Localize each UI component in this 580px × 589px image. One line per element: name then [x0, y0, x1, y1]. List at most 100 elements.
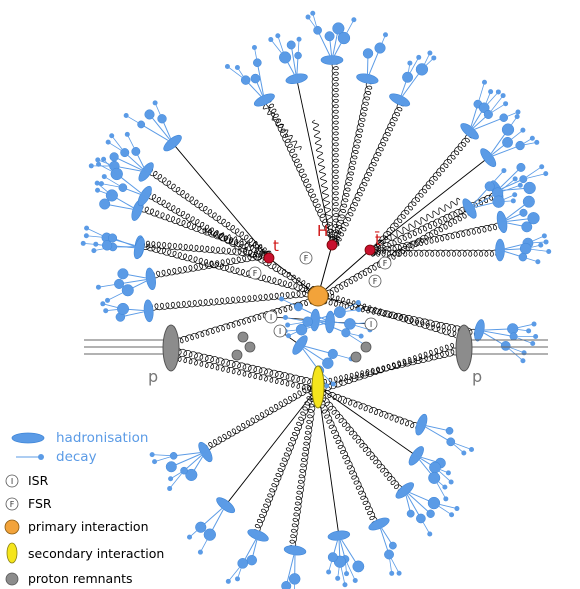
decay-line: [254, 47, 258, 63]
decay-dot-icon: [521, 350, 527, 356]
gluon-line: [331, 78, 374, 246]
decay-dot-icon: [488, 89, 494, 95]
decay-dot-icon: [520, 358, 526, 364]
decay-dot-icon: [285, 333, 291, 339]
decay-dot-icon: [517, 182, 523, 188]
hadron-dot-icon: [144, 109, 155, 120]
decay-line: [522, 256, 538, 263]
decay-dot-icon: [310, 10, 316, 16]
legend-item-decay: decay: [16, 449, 97, 465]
decay-dot-icon: [529, 135, 535, 141]
gluon-line: [148, 289, 319, 312]
decay-line: [388, 554, 400, 574]
quark-line: [369, 157, 489, 251]
generated-hadron-layer: [80, 10, 552, 589]
remnant-icon: [237, 331, 249, 343]
decay-dot-icon: [352, 577, 358, 583]
beam-left-label: p: [148, 367, 158, 386]
quark-line: [317, 386, 340, 536]
decay-line: [290, 44, 298, 79]
gluon-line: [145, 167, 272, 259]
hadron-dot-icon: [445, 426, 454, 435]
decay-dot-icon: [541, 233, 547, 239]
hadron-dot-icon: [281, 581, 292, 589]
decay-dot-icon: [500, 93, 506, 99]
gluon-line: [203, 382, 319, 453]
hadron-dot-icon: [117, 268, 129, 280]
gluon-line: [312, 386, 380, 526]
decay-dot-icon: [481, 79, 487, 85]
decay-dot-icon: [152, 100, 158, 106]
decay-line: [503, 111, 519, 119]
decay-dot-icon: [546, 248, 552, 254]
decay-line: [152, 454, 174, 457]
hadron-dot-icon: [324, 31, 335, 42]
svg-text:I: I: [370, 320, 372, 329]
photon-line: [375, 197, 461, 248]
decay-line: [433, 477, 447, 500]
decay-line: [477, 82, 485, 105]
decay-line: [299, 344, 320, 371]
decay-line: [298, 306, 331, 323]
hadron-dot-icon: [286, 40, 296, 50]
hadron-dot-icon: [118, 183, 128, 193]
decay-dot-icon: [514, 114, 520, 120]
decay-dot-icon: [96, 161, 102, 167]
decay-arrow-icon: [38, 454, 44, 460]
gluon-line: [314, 386, 405, 494]
decay-line: [97, 159, 115, 167]
hadron-dot-icon: [516, 162, 526, 172]
svg-text:FSR: FSR: [28, 496, 52, 511]
decay-dot-icon: [454, 506, 460, 512]
gluon-line: [317, 386, 422, 431]
decay-line: [512, 328, 529, 332]
hadron-dot-icon: [107, 233, 118, 243]
decay-line: [296, 55, 299, 79]
decay-dot-icon: [282, 315, 288, 321]
decay-dot-icon: [105, 139, 111, 145]
decay-dot-icon: [389, 570, 395, 576]
decay-dot-icon: [268, 37, 274, 43]
decay-dot-icon: [533, 334, 539, 340]
decay-line: [421, 424, 450, 432]
gluon-line: [264, 98, 337, 246]
hadron-dot-icon: [109, 152, 119, 162]
decay-dot-icon: [109, 133, 115, 139]
decay-line: [102, 303, 124, 310]
decay-dot-icon: [510, 198, 516, 204]
decay-dot-icon: [416, 54, 422, 60]
decay-line: [378, 523, 394, 546]
gluon-line: [144, 191, 320, 297]
decay-line: [256, 62, 265, 101]
hadronisation-ellipse-icon: [11, 432, 45, 444]
legend-item-primary: primary interaction: [4, 519, 149, 535]
higgs-label: H: [317, 222, 328, 240]
decay-line: [488, 95, 504, 115]
svg-text:F: F: [383, 259, 388, 268]
decay-line: [107, 289, 128, 301]
decay-dot-icon: [103, 308, 109, 314]
decay-dot-icon: [80, 240, 86, 246]
hadron-dot-icon: [185, 468, 198, 481]
primary-dot-icon: [4, 519, 20, 535]
gluon-line: [139, 242, 319, 297]
decay-line: [317, 30, 333, 61]
decay-line: [469, 185, 491, 209]
quark-line: [317, 386, 417, 457]
decay-dot-icon: [342, 582, 348, 588]
decay-line: [200, 534, 211, 553]
svg-text:I: I: [279, 327, 281, 336]
decay-line: [433, 502, 452, 516]
hadron-dot-icon: [362, 48, 374, 59]
decay-dot-icon: [512, 192, 518, 198]
decay-dot-icon: [330, 381, 336, 387]
proton-remnants: [231, 331, 372, 363]
fsr-marker: F: [368, 274, 382, 288]
legend: hadronisation decay I ISR F FSR primary …: [4, 430, 164, 586]
decay-line: [281, 298, 299, 308]
beam-gluon-line: [177, 354, 319, 393]
svg-text:secondary interaction: secondary interaction: [28, 546, 164, 561]
decay-line: [345, 332, 362, 337]
decay-dot-icon: [344, 571, 350, 577]
gluon-line: [317, 208, 472, 301]
